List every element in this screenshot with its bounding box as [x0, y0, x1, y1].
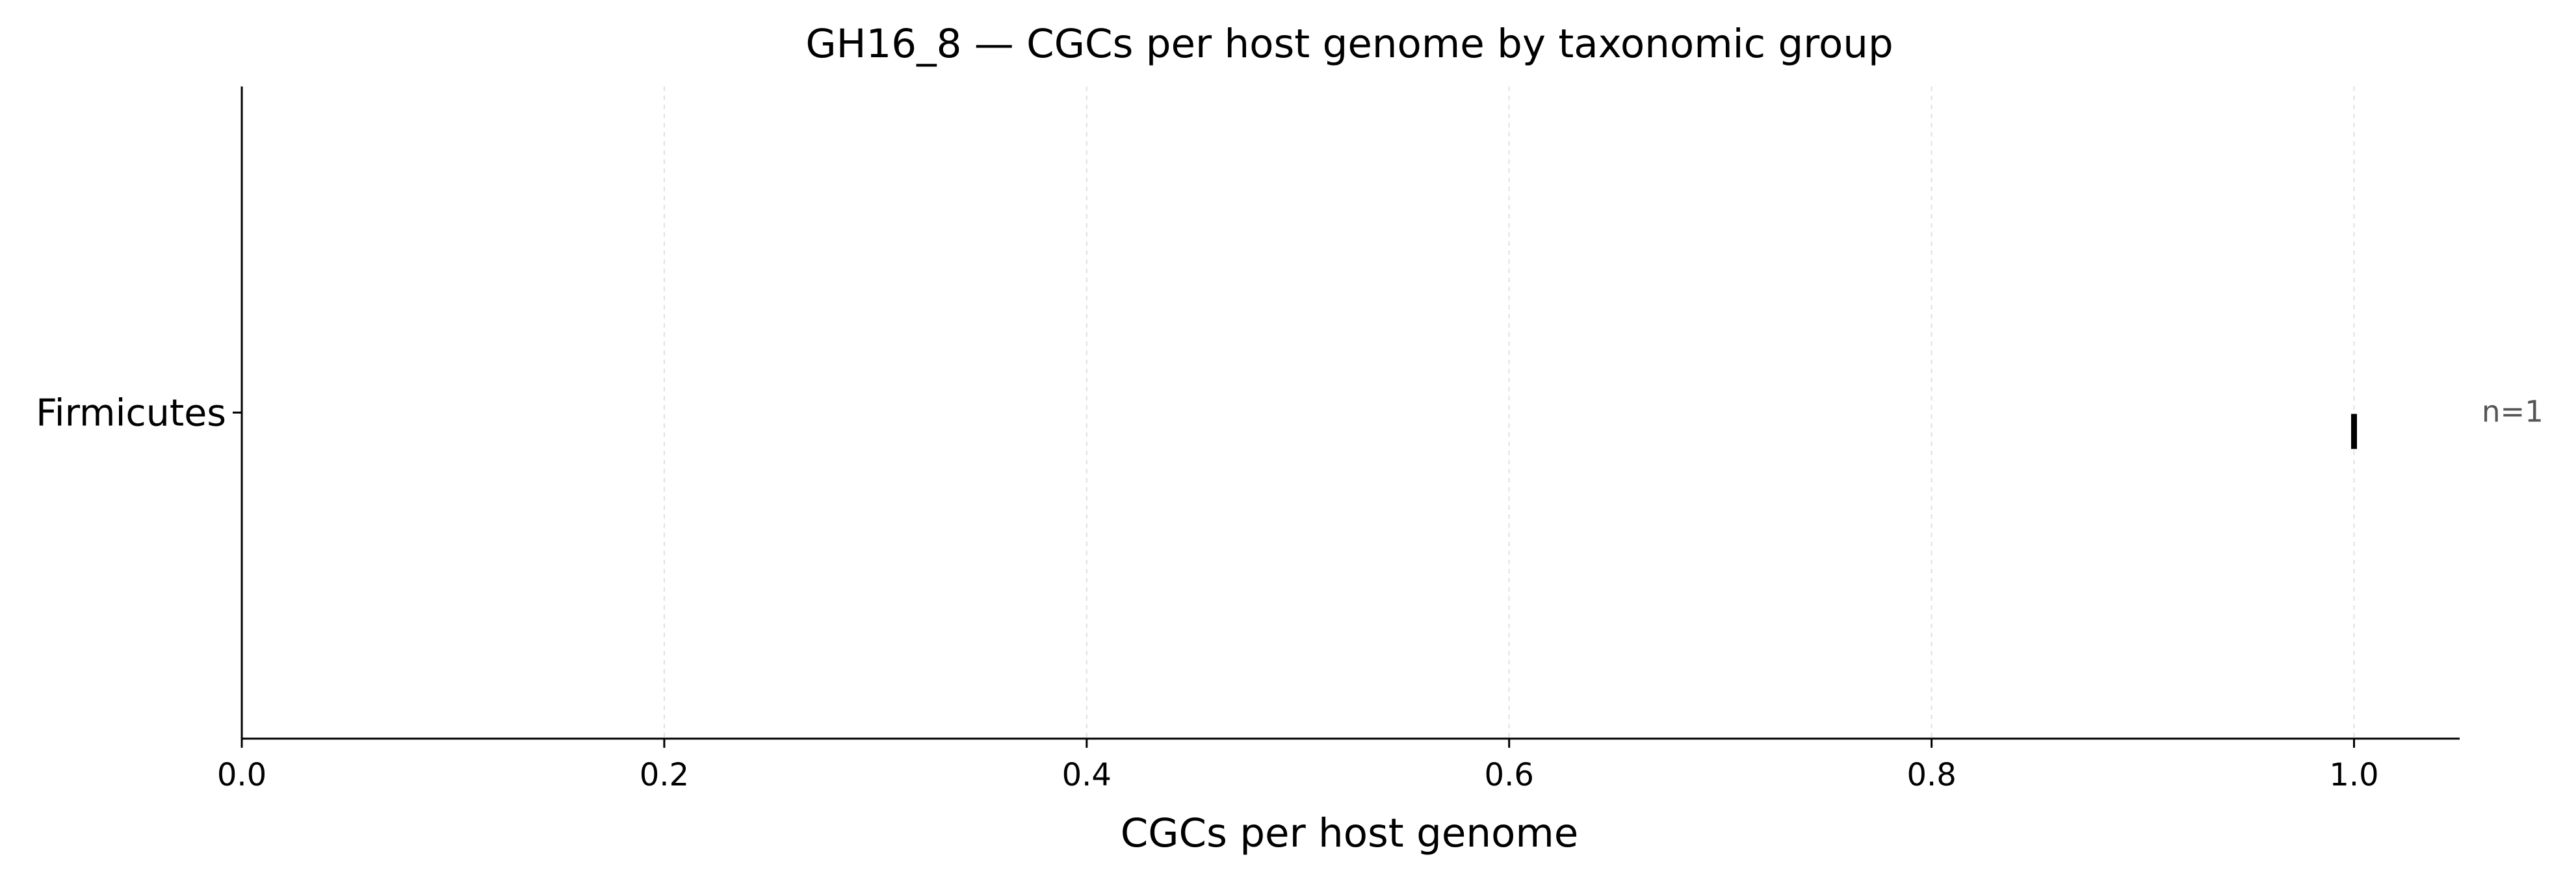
tick-layer: 0.0 0.2 0.4 0.6 0.8 1.0 [217, 739, 2379, 793]
x-tick-label: 0.8 [1906, 757, 1956, 793]
axis-layer [241, 86, 2460, 740]
count-annotation: n=1 [2482, 395, 2543, 429]
x-tick-label: 0.0 [217, 757, 267, 793]
chart-title: GH16_8 — CGCs per host genome by taxonom… [805, 21, 1893, 67]
x-tick-label: 0.6 [1485, 757, 1534, 793]
x-tick-label: 0.4 [1062, 757, 1112, 793]
x-axis-label: CGCs per host genome [1121, 810, 1579, 856]
x-tick-label: 0.2 [640, 757, 689, 793]
category-layer: Firmicutes [36, 392, 242, 435]
grid-layer [241, 86, 2355, 739]
annotation-layer: n=1 [2482, 395, 2543, 429]
x-tick-label: 1.0 [2329, 757, 2378, 793]
category-label: Firmicutes [36, 392, 226, 435]
